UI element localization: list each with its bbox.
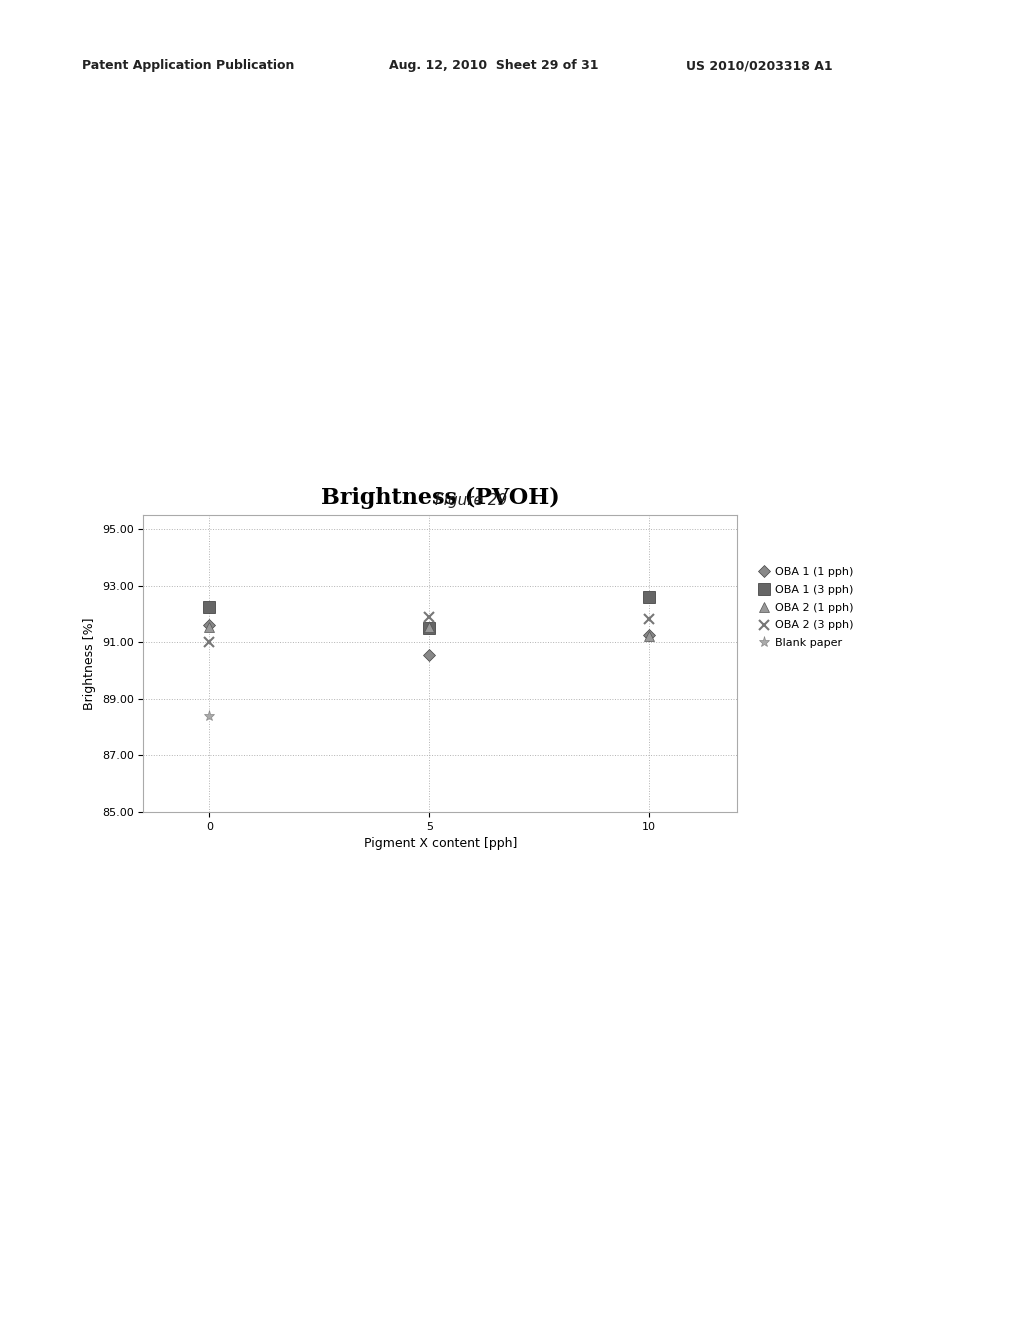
OBA 1 (1 pph) [423,647,435,663]
OBA 2 (1 pph) [423,619,435,635]
Line: OBA 1 (1 pph): OBA 1 (1 pph) [205,620,653,659]
OBA 1 (3 pph) [423,620,435,636]
Line: OBA 1 (3 pph): OBA 1 (3 pph) [204,591,654,634]
Text: Figure 29: Figure 29 [435,494,507,508]
Text: US 2010/0203318 A1: US 2010/0203318 A1 [686,59,833,73]
Legend: OBA 1 (1 pph), OBA 1 (3 pph), OBA 2 (1 pph), OBA 2 (3 pph), Blank paper: OBA 1 (1 pph), OBA 1 (3 pph), OBA 2 (1 p… [755,565,855,651]
OBA 1 (1 pph) [203,618,215,634]
Title: Brightness (PVOH): Brightness (PVOH) [321,487,560,508]
Text: Patent Application Publication: Patent Application Publication [82,59,294,73]
Text: Aug. 12, 2010  Sheet 29 of 31: Aug. 12, 2010 Sheet 29 of 31 [389,59,599,73]
Line: OBA 2 (3 pph): OBA 2 (3 pph) [205,611,654,647]
OBA 1 (3 pph) [643,589,655,605]
OBA 2 (3 pph) [423,609,435,624]
X-axis label: Pigment X content [pph]: Pigment X content [pph] [364,837,517,850]
OBA 2 (1 pph) [643,628,655,644]
Line: OBA 2 (1 pph): OBA 2 (1 pph) [205,622,654,642]
Y-axis label: Brightness [%]: Brightness [%] [83,616,96,710]
OBA 2 (3 pph) [203,634,215,649]
OBA 1 (3 pph) [203,599,215,615]
OBA 1 (1 pph) [643,627,655,643]
OBA 2 (3 pph) [643,611,655,627]
OBA 2 (1 pph) [203,619,215,635]
